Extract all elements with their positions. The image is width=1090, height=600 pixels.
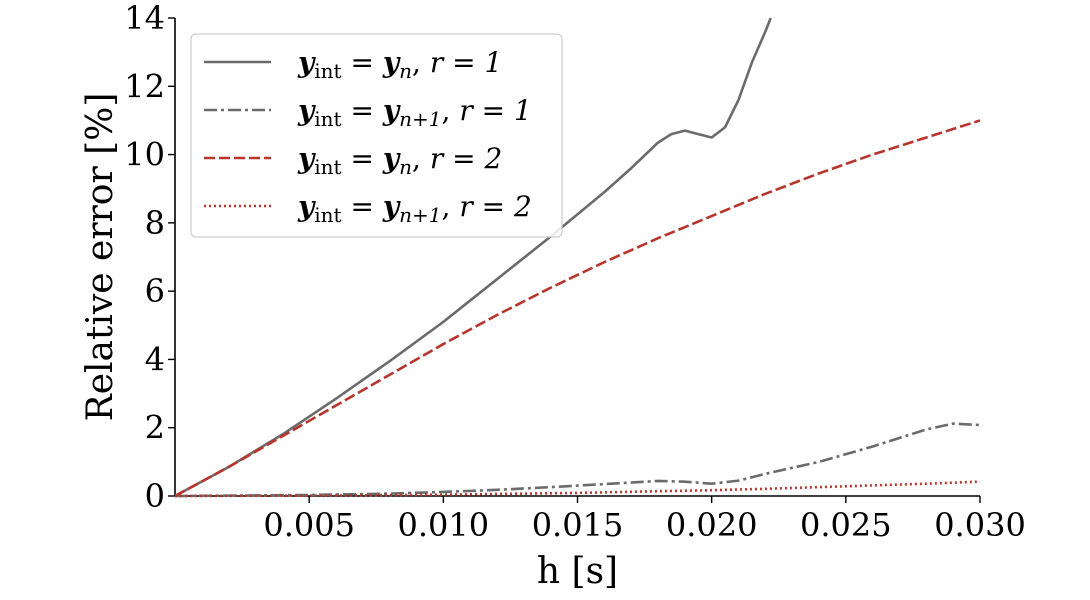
series-line-2 (175, 422, 981, 498)
legend: yint = yn, r = 1 yint = yn+1, r = 1 yint =… (190, 33, 563, 238)
x-axis-label: h [s] (537, 551, 618, 592)
x-tick-label: 0.030 (934, 506, 1026, 544)
y-tick-label: 8 (145, 204, 165, 242)
y-axis-label: Relative error [%] (80, 93, 121, 422)
y-tick-label: 2 (145, 409, 165, 447)
legend-box (190, 33, 563, 238)
series-line-1 (175, 17, 772, 498)
x-tick-label: 0.025 (800, 506, 892, 544)
x-tick-label: 0.010 (398, 506, 490, 544)
legend-entry-1: yint = yn, r = 1 (297, 46, 502, 83)
y-tick-label: 6 (145, 272, 165, 310)
x-tick-label: 0.015 (532, 506, 624, 544)
legend-entry-2: yint = yn+1, r = 1 (297, 94, 532, 131)
y-tick-label: 12 (124, 67, 165, 105)
y-tick-label: 10 (124, 136, 165, 174)
ticks: 0.005 0.010 0.015 0.020 0.025 0.030 0 2 4 6 8 10 12 1… (124, 0, 1026, 544)
y-tick-label: 0 (145, 477, 165, 515)
y-tick-label: 14 (124, 0, 165, 37)
series-line-4 (175, 480, 981, 498)
x-tick-label: 0.020 (666, 506, 758, 544)
series-lines (175, 17, 981, 498)
x-tick-label: 0.005 (263, 506, 355, 544)
legend-entry-3: yint = yn, r = 2 (297, 142, 502, 179)
series-line-3 (175, 119, 981, 498)
y-tick-label: 4 (145, 340, 165, 378)
legend-entry-4: yint = yn+1, r = 2 (297, 190, 532, 227)
